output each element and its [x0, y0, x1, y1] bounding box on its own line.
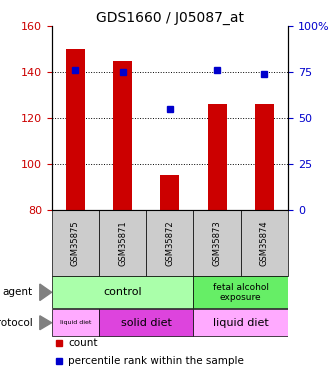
Text: liquid diet: liquid diet [213, 318, 269, 328]
Text: percentile rank within the sample: percentile rank within the sample [68, 356, 244, 366]
Title: GDS1660 / J05087_at: GDS1660 / J05087_at [96, 11, 244, 25]
Text: solid diet: solid diet [121, 318, 171, 328]
Text: count: count [68, 339, 98, 348]
Bar [146, 210, 193, 276]
Bar [52, 210, 99, 276]
Text: GSM35871: GSM35871 [118, 220, 127, 266]
Text: liquid diet: liquid diet [60, 320, 91, 325]
Text: GSM35873: GSM35873 [212, 220, 222, 266]
Text: agent: agent [3, 287, 33, 297]
Bar [52, 309, 99, 336]
Bar [193, 210, 241, 276]
Text: GSM35874: GSM35874 [260, 220, 269, 266]
Bar [193, 309, 288, 336]
Text: control: control [103, 287, 142, 297]
Bar [208, 104, 226, 210]
Bar [255, 104, 274, 210]
Bar [241, 210, 288, 276]
Text: GSM35875: GSM35875 [71, 220, 80, 266]
Bar [161, 176, 179, 210]
Bar [99, 210, 146, 276]
Bar [99, 309, 193, 336]
Text: GSM35872: GSM35872 [165, 220, 174, 266]
Bar [66, 49, 85, 210]
Text: protocol: protocol [0, 318, 33, 328]
Bar [113, 61, 132, 210]
Polygon shape [40, 316, 52, 330]
Text: fetal alcohol
exposure: fetal alcohol exposure [213, 283, 269, 302]
Bar [193, 276, 288, 308]
Bar [52, 276, 193, 308]
Polygon shape [40, 284, 52, 300]
